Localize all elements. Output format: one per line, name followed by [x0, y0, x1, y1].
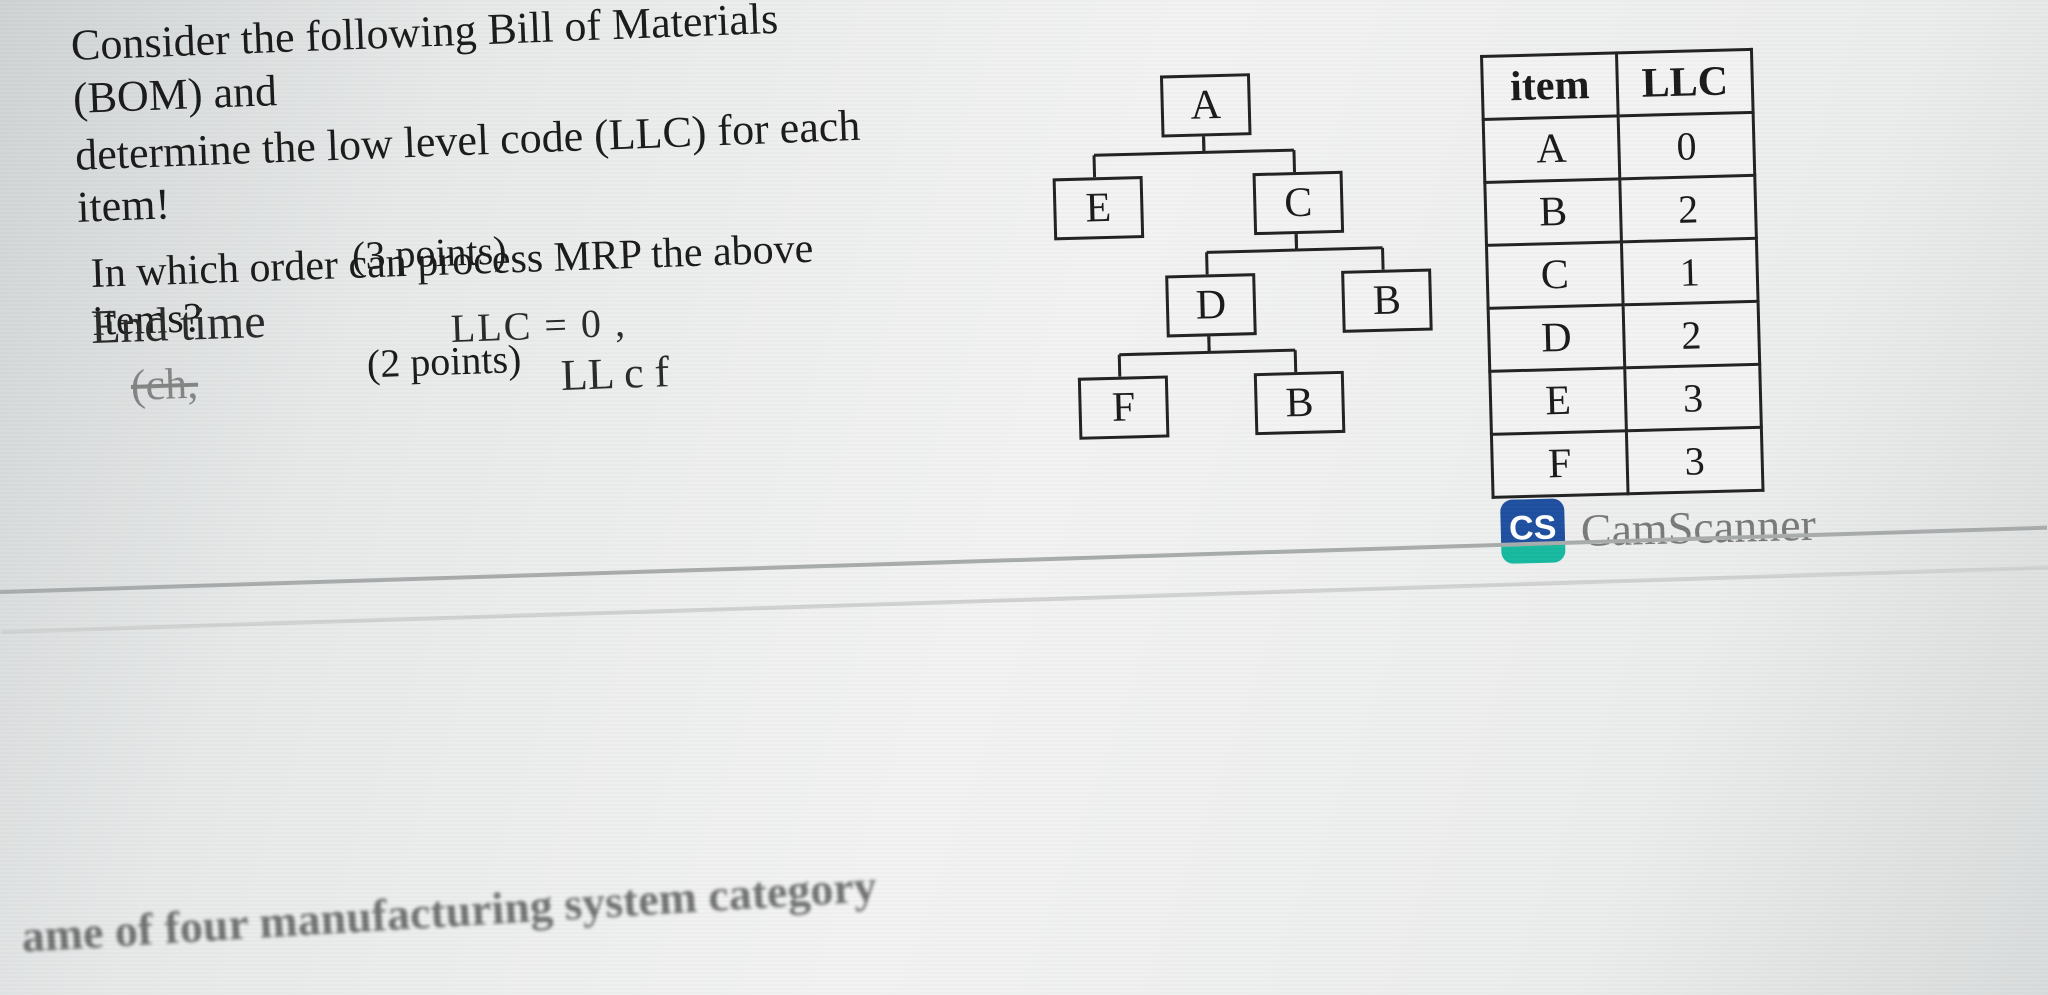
llc-item-cell: D [1488, 305, 1625, 372]
llc-value-cell: 2 [1623, 301, 1760, 368]
llc-header-item: item [1482, 53, 1619, 120]
bom-node-b: B [1254, 371, 1346, 435]
bom-node-b: B [1341, 269, 1433, 333]
bottom-cropped-text: ame of four manufacturing system categor… [20, 859, 878, 963]
handwriting-2: LLC = 0 , [450, 299, 628, 352]
bom-tree: AECDBFB [990, 69, 1433, 580]
llc-item-cell: A [1483, 116, 1620, 183]
bom-node-f: F [1078, 375, 1170, 439]
llc-header-llc: LLC [1616, 49, 1753, 116]
table-row: A0 [1483, 112, 1755, 182]
table-row: D2 [1488, 301, 1760, 371]
table-row: B2 [1485, 175, 1757, 245]
table-row: C1 [1486, 238, 1758, 308]
llc-table-body: A0B2C1D2E3F3 [1483, 112, 1763, 497]
llc-value-cell: 3 [1626, 427, 1763, 494]
llc-item-cell: F [1491, 431, 1628, 498]
llc-value-cell: 1 [1621, 238, 1758, 305]
llc-value-cell: 2 [1620, 175, 1757, 242]
llc-table: item LLC A0B2C1D2E3F3 [1480, 48, 1765, 499]
camscanner-badge-icon: CS [1500, 498, 1566, 564]
table-row: E3 [1490, 364, 1762, 434]
handwriting-3: (ch, [130, 358, 199, 411]
bom-node-c: C [1253, 171, 1345, 235]
llc-item-cell: B [1485, 179, 1622, 246]
bom-node-e: E [1053, 176, 1145, 240]
handwriting-4: LL c f [560, 346, 670, 401]
bom-node-d: D [1165, 273, 1257, 337]
table-row: F3 [1491, 427, 1763, 497]
handwriting-1: End time [90, 294, 266, 355]
llc-value-cell: 3 [1625, 364, 1762, 431]
llc-item-cell: E [1490, 368, 1627, 435]
llc-value-cell: 0 [1618, 112, 1755, 179]
camscanner-watermark: CS CamScanner [1500, 492, 1817, 564]
bom-node-a: A [1160, 73, 1252, 137]
camscanner-text: CamScanner [1580, 497, 1816, 556]
llc-item-cell: C [1486, 242, 1623, 309]
